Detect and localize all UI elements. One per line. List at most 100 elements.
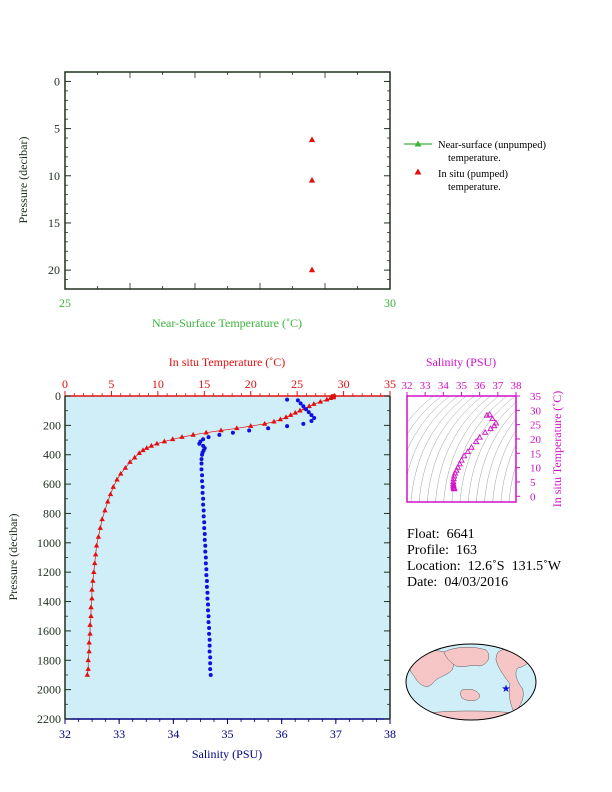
salinity-tick-label: 32 [59, 727, 71, 741]
salinity-point [202, 537, 207, 542]
legend-marker-in-situ [414, 168, 422, 175]
in-situ-temperature-point [308, 266, 316, 273]
ts-point [464, 448, 472, 454]
temperature-point [95, 533, 102, 539]
temperature-point [148, 442, 155, 448]
salinity-point [285, 424, 290, 429]
temperature-point [170, 436, 176, 442]
salinity-point [201, 496, 206, 501]
near-surface-plot-frame [64, 71, 391, 290]
temperature-point [271, 418, 277, 424]
ts-y-tick-label: 35 [530, 391, 542, 403]
ts-point [456, 460, 463, 467]
temperature-point [234, 425, 240, 431]
salinity-point [207, 625, 212, 630]
temperature-point [92, 560, 98, 566]
temperature-point [248, 423, 254, 428]
ts-point [458, 456, 465, 463]
density-contour [533, 386, 603, 506]
salinity-point [204, 573, 209, 578]
ts-y-tick-label: 20 [530, 434, 542, 446]
ts-y-tick-label: 5 [530, 477, 536, 489]
temperature-point [91, 569, 97, 574]
salinity-point [301, 421, 306, 426]
legend-marker-near-surface [414, 140, 422, 147]
salinity-tick-label: 34 [167, 727, 179, 741]
ts-point [450, 475, 457, 482]
density-contour [418, 396, 475, 502]
ts-y-tick-label: 15 [530, 448, 542, 460]
temperature-tick-label: 35 [384, 377, 396, 391]
salinity-point [206, 620, 211, 625]
ts-point [476, 433, 483, 440]
ts-point [489, 415, 496, 422]
temperature-tick-label: 5 [108, 377, 114, 391]
temperature-point [86, 648, 92, 654]
temperature-point [85, 666, 91, 671]
salinity-point [208, 655, 213, 660]
temperature-point [118, 470, 124, 476]
pressure-tick-label: 1400 [37, 595, 61, 609]
temperature-point [283, 414, 289, 420]
pressure-tick-label: 600 [43, 477, 61, 491]
profile-number: Profile: 163 [407, 543, 477, 558]
near-surface-y-tick-label: 5 [54, 122, 60, 136]
ts-y-tick-label: 30 [530, 405, 542, 417]
temperature-point [86, 639, 92, 645]
temperature-point [90, 577, 96, 583]
salinity-point [205, 596, 210, 601]
temperature-point [122, 464, 129, 470]
ts-point [483, 411, 491, 418]
pressure-tick-label: 2000 [37, 683, 61, 697]
world-map [405, 643, 537, 721]
legend-label-in-situ-line2: temperature. [448, 182, 501, 193]
near-surface-y-tick-label: 15 [48, 216, 60, 230]
temperature-point [277, 416, 284, 422]
temperature-profile-series [84, 393, 337, 677]
map-land-asia [443, 647, 490, 667]
pressure-tick-label: 2200 [37, 712, 61, 726]
pressure-tick-label: 400 [43, 448, 61, 462]
ts-title: Salinity (PSU) [426, 355, 496, 369]
temperature-point [97, 525, 103, 530]
salinity-point [201, 437, 206, 442]
salinity-point [203, 543, 208, 548]
salinity-point [301, 404, 306, 409]
temperature-point [110, 484, 116, 489]
salinity-point [199, 461, 204, 466]
ts-point [481, 428, 489, 435]
float-info-panel: Float: 6641 Profile: 163 Location: 12.6˚… [407, 527, 561, 591]
salinity-point [204, 584, 209, 589]
legend-label-near-surface-line1: Near-surface (unpumped) [438, 140, 546, 151]
near-surface-legend: Near-surface (unpumped) temperature. In … [404, 140, 546, 193]
near-surface-chart: 0 5 10 15 20 25 30 Near-Surface Temperature (˚… [16, 71, 546, 330]
temperature-point [261, 420, 268, 426]
temperature-point [89, 586, 95, 592]
temperature-point [136, 450, 142, 456]
salinity-point [200, 452, 205, 457]
profile-plot-background [65, 396, 390, 719]
ts-x-tick-label: 38 [511, 380, 523, 392]
salinity-point [204, 578, 209, 583]
density-contour [508, 464, 516, 502]
salinity-point [204, 567, 209, 572]
ts-x-tick-label: 35 [456, 380, 468, 392]
salinity-tick-label: 35 [222, 727, 234, 741]
salinity-point [207, 649, 212, 654]
density-contour [467, 401, 516, 502]
salinity-point [312, 416, 317, 421]
salinity-point [207, 637, 212, 642]
temperature-tick-label: 0 [62, 377, 68, 391]
salinity-point [205, 590, 210, 595]
pressure-tick-label: 1800 [37, 653, 61, 667]
temperature-tick-label: 20 [245, 377, 257, 391]
near-surface-x-axis-label: Near-Surface Temperature (˚C) [152, 316, 302, 330]
salinity-point [201, 514, 206, 519]
density-contour [500, 444, 516, 502]
ts-point [486, 410, 493, 417]
density-contour [407, 396, 451, 452]
density-contour [407, 396, 459, 477]
temperature-tick-label: 15 [198, 377, 210, 391]
salinity-point [206, 608, 210, 613]
